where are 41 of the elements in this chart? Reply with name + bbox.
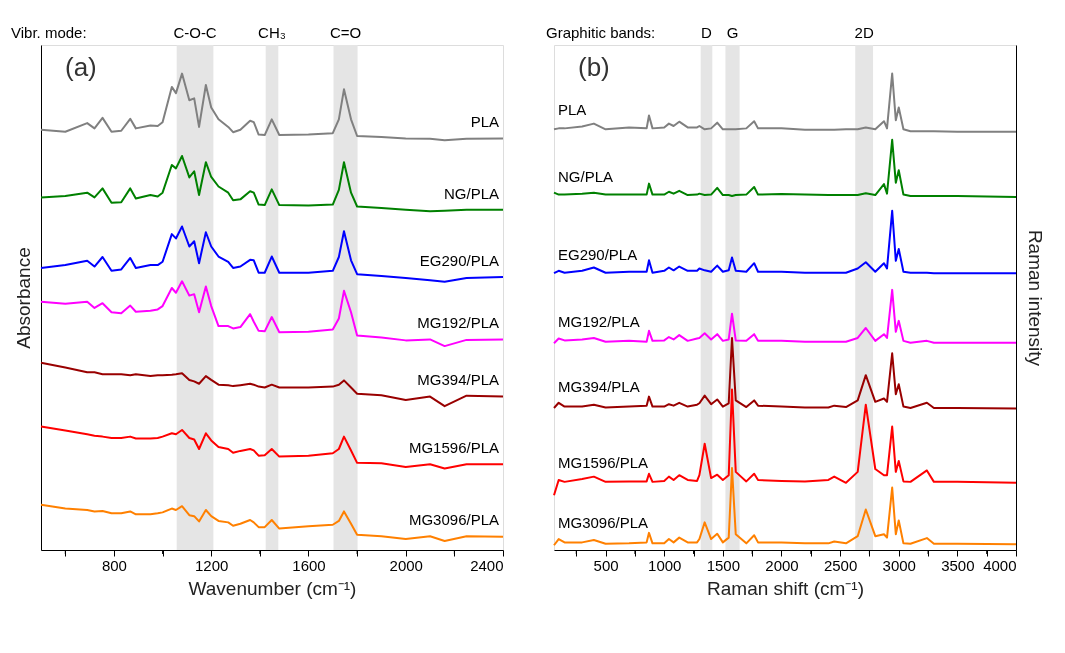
x-tick-label: 3000 <box>882 556 916 574</box>
text: Graphitic bands: <box>546 24 656 41</box>
band-label: G <box>726 24 739 41</box>
series-label: MG1596/PLA <box>558 454 649 472</box>
series-label: EG290/PLA <box>419 252 499 270</box>
annotation: (a) <box>65 52 97 82</box>
x-tick-label: 500 <box>593 556 619 574</box>
band-label: C-O-C <box>173 24 217 41</box>
x-tick-label: 2000 <box>765 556 799 574</box>
series-label: NG/PLA <box>443 184 499 202</box>
series-label: MG1596/PLA <box>408 439 499 457</box>
y-axis-title: Absorbance <box>12 247 34 349</box>
series-label: PLA <box>470 113 499 131</box>
x-tick-label: 1200 <box>195 556 229 574</box>
x-tick-label: 2500 <box>823 556 858 574</box>
series-label: MG192/PLA <box>558 313 640 331</box>
x-tick-label: 1500 <box>706 556 741 574</box>
band-label: D <box>701 24 713 41</box>
series-label: MG394/PLA <box>558 377 640 395</box>
x-tick-label: 800 <box>101 556 127 574</box>
x-tick-label: 1600 <box>292 556 326 574</box>
series-label: MG3096/PLA <box>408 511 499 529</box>
x-tick-label: 1000 <box>648 556 682 574</box>
x-tick-label: 3500 <box>941 556 975 574</box>
x-tick-label: 2400 <box>470 556 504 574</box>
series-label: MG394/PLA <box>417 370 499 388</box>
text: Vibr. mode: <box>11 24 87 41</box>
annotation: (b) <box>578 52 610 82</box>
series-label: PLA <box>558 101 587 119</box>
band-label: 2D <box>854 24 874 41</box>
y2-axis-title: Raman intensity <box>1024 229 1046 367</box>
series-label: MG3096/PLA <box>558 514 649 532</box>
x-tick-label: 4000 <box>983 556 1017 574</box>
x-axis-title: Raman shift (cm⁻¹) <box>707 577 864 599</box>
series-label: EG290/PLA <box>558 245 638 263</box>
band-label: C=O <box>329 24 362 41</box>
series-label: MG192/PLA <box>417 314 499 332</box>
x-axis-title: Wavenumber (cm⁻¹) <box>188 577 357 599</box>
band-label: CH₃ <box>258 24 286 41</box>
x-tick-label: 2000 <box>389 556 423 574</box>
series-label: NG/PLA <box>558 167 614 185</box>
